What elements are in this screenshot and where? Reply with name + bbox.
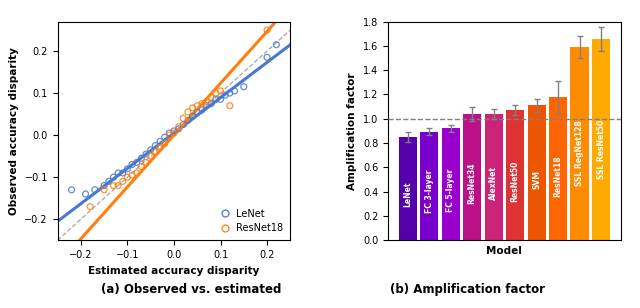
Point [132, 171, 142, 176]
Point [220, 93, 230, 98]
Point [173, 124, 184, 129]
Point [81, 192, 91, 197]
Text: ResNet34: ResNet34 [468, 163, 477, 204]
Bar [463, 114, 481, 240]
Bar [527, 105, 546, 240]
Point [141, 152, 151, 156]
Point [145, 147, 156, 152]
Point [90, 187, 100, 192]
Text: LeNet: LeNet [403, 181, 412, 207]
Point [196, 101, 207, 106]
Point [108, 183, 118, 188]
Point [211, 97, 221, 102]
Text: FC 5-layer: FC 5-layer [446, 168, 455, 212]
Point [122, 175, 132, 180]
Point [118, 179, 128, 184]
Point [192, 110, 202, 115]
Point [85, 204, 95, 209]
Point [118, 171, 128, 176]
Text: (a) Observed vs. estimated: (a) Observed vs. estimated [102, 283, 282, 296]
Bar [549, 97, 567, 240]
Point [271, 42, 282, 47]
Point [239, 84, 249, 89]
Point [262, 55, 272, 60]
Point [169, 128, 179, 133]
Point [127, 172, 137, 177]
Point [150, 143, 161, 148]
Point [108, 175, 118, 180]
Point [192, 103, 202, 108]
X-axis label: Estimated accuracy disparity: Estimated accuracy disparity [88, 265, 260, 276]
Text: AlexNet: AlexNet [489, 166, 498, 201]
X-axis label: Model: Model [486, 246, 522, 256]
Text: SSL RegNet128: SSL RegNet128 [575, 120, 584, 186]
Y-axis label: Amplification factor: Amplification factor [348, 72, 357, 190]
Point [229, 88, 239, 93]
Point [183, 110, 193, 115]
Point [113, 171, 124, 176]
Text: ResNet18: ResNet18 [554, 155, 563, 197]
Point [159, 135, 170, 140]
Text: (b) Amplification factor: (b) Amplification factor [390, 283, 545, 296]
Point [225, 103, 235, 108]
Point [216, 97, 226, 102]
Bar [592, 39, 610, 240]
Point [211, 91, 221, 95]
Text: SSL ResNet50: SSL ResNet50 [596, 120, 605, 179]
Text: SVM: SVM [532, 170, 541, 189]
Point [136, 164, 147, 169]
Point [67, 187, 77, 192]
Point [173, 126, 184, 131]
Point [202, 99, 212, 104]
Point [164, 131, 175, 136]
Point [196, 107, 207, 112]
Point [202, 103, 212, 108]
Point [145, 154, 156, 159]
Bar [484, 114, 503, 240]
Point [188, 105, 198, 110]
Point [206, 101, 216, 106]
Point [155, 145, 165, 150]
Point [262, 27, 272, 32]
Point [136, 156, 147, 161]
Point [122, 166, 132, 171]
Point [225, 91, 235, 95]
Point [132, 160, 142, 165]
Legend: LeNet, ResNet18: LeNet, ResNet18 [213, 207, 285, 235]
Point [183, 118, 193, 123]
Y-axis label: Observed accuracy disparity: Observed accuracy disparity [9, 47, 19, 215]
Bar [570, 47, 589, 240]
Point [188, 114, 198, 119]
Point [99, 183, 109, 188]
Point [178, 122, 188, 127]
Point [164, 133, 175, 138]
Text: FC 3-layer: FC 3-layer [425, 170, 434, 213]
Point [216, 88, 226, 93]
Point [155, 139, 165, 144]
Bar [420, 132, 438, 240]
Bar [399, 137, 417, 240]
Text: ResNet50: ResNet50 [511, 161, 520, 202]
Point [113, 183, 124, 188]
Point [169, 131, 179, 136]
Point [104, 179, 114, 184]
Point [99, 187, 109, 192]
Point [150, 149, 161, 154]
Point [178, 116, 188, 121]
Point [159, 141, 170, 146]
Bar [442, 128, 460, 240]
Bar [506, 110, 524, 240]
Point [206, 95, 216, 100]
Point [127, 162, 137, 167]
Point [141, 160, 151, 165]
